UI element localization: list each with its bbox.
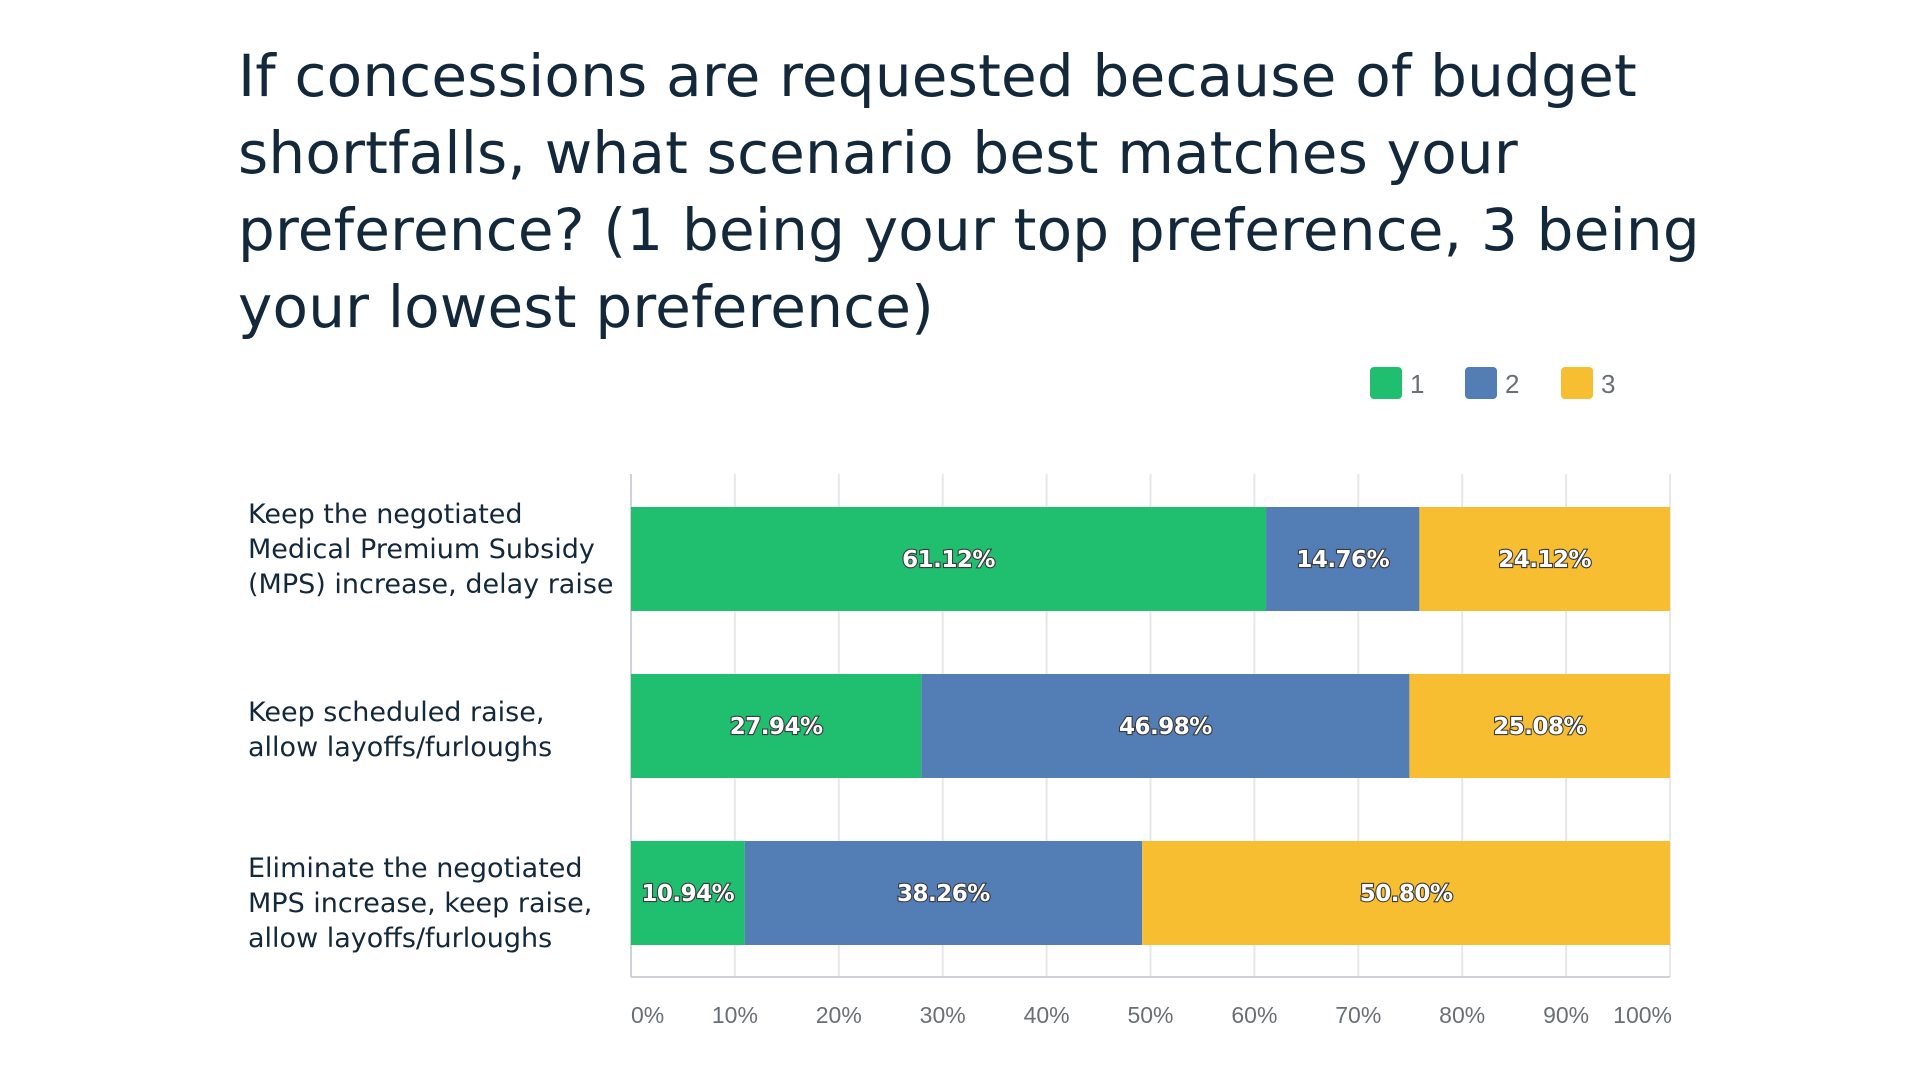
legend-swatch-2 <box>1465 367 1497 399</box>
category-label-mps-delay-raise: Keep the negotiated Medical Premium Subs… <box>248 497 628 602</box>
x-tick-label: 50% <box>1127 1002 1173 1028</box>
legend-label-1: 1 <box>1410 369 1425 399</box>
category-label-line: Medical Premium Subsidy <box>248 534 595 565</box>
chart-title-line: If concessions are requested because of … <box>238 42 1637 110</box>
chart-title-line: shortfalls, what scenario best matches y… <box>238 119 1518 187</box>
x-tick-label: 40% <box>1024 1002 1070 1028</box>
data-label: 38.26% <box>897 881 990 907</box>
bar-segment <box>1142 841 1670 945</box>
legend-label-3: 3 <box>1601 369 1616 399</box>
x-tick-label: 10% <box>712 1002 758 1028</box>
x-tick-label: 100% <box>1613 1002 1672 1028</box>
bar-segment <box>744 841 1143 945</box>
bar-segment <box>1266 507 1420 611</box>
data-label: 10.94% <box>641 881 734 907</box>
x-tick-label: 20% <box>816 1002 862 1028</box>
x-tick-label: 90% <box>1543 1002 1589 1028</box>
x-tick-label: 80% <box>1439 1002 1485 1028</box>
bar-segment <box>1409 674 1670 778</box>
category-label-line: Eliminate the negotiated <box>248 853 583 884</box>
legend-swatch-1 <box>1370 367 1402 399</box>
category-label-line: (MPS) increase, delay raise <box>248 569 614 600</box>
chart-title-line: your lowest preference) <box>238 273 934 341</box>
x-tick-label: 0% <box>631 1002 664 1028</box>
bar-segment <box>631 841 745 945</box>
data-label: 24.12% <box>1498 547 1591 573</box>
data-label: 25.08% <box>1493 714 1586 740</box>
x-tick-label: 60% <box>1231 1002 1277 1028</box>
x-tick-label: 30% <box>920 1002 966 1028</box>
bar-segment <box>921 674 1410 778</box>
data-label: 61.12% <box>902 547 995 573</box>
category-label-line: allow layoffs/furloughs <box>248 732 553 763</box>
bar-segment <box>631 674 922 778</box>
category-label-line: Keep scheduled raise, <box>248 697 545 728</box>
bar-segment <box>631 507 1267 611</box>
category-label-line: allow layoffs/furloughs <box>248 923 553 954</box>
legend-label-2: 2 <box>1505 369 1520 399</box>
category-label-eliminate-mps: Eliminate the negotiated MPS increase, k… <box>248 851 628 956</box>
x-tick-label: 70% <box>1335 1002 1381 1028</box>
bar-segment <box>1419 507 1670 611</box>
chart-title-line: preference? (1 being your top preference… <box>238 196 1700 264</box>
data-label: 50.80% <box>1360 881 1453 907</box>
legend-swatch-3 <box>1561 367 1593 399</box>
data-label: 14.76% <box>1296 547 1389 573</box>
category-label-line: MPS increase, keep raise, <box>248 888 593 919</box>
category-label-keep-raise-layoffs: Keep scheduled raise, allow layoffs/furl… <box>248 695 628 765</box>
data-label: 27.94% <box>730 714 823 740</box>
data-label: 46.98% <box>1119 714 1212 740</box>
category-label-line: Keep the negotiated <box>248 499 523 530</box>
chart-title: If concessions are requested because of … <box>238 38 1738 346</box>
